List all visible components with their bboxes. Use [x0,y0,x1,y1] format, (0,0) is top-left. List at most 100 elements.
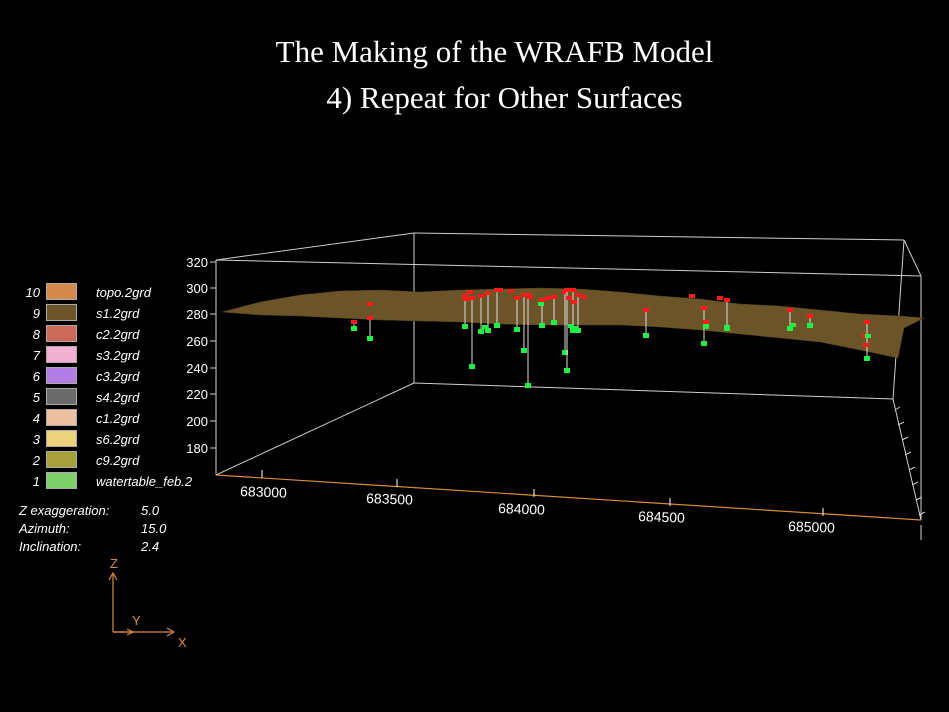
legend-item[interactable]: 10 topo.2grd [14,282,224,303]
legend-name: c2.2grd [96,327,140,342]
box-edge [215,232,415,261]
well-bottom-marker [865,334,871,338]
well-top-marker [508,289,514,293]
well-bottom-marker [478,329,484,334]
x-tick-label: 684500 [638,508,685,526]
well-top-marker [717,296,723,300]
y-tick [908,466,916,471]
well-top-marker [701,306,707,310]
legend-item[interactable]: 1 watertable_feb.2 [14,471,224,492]
well-bottom-marker [787,326,793,331]
well-top-marker [467,290,473,294]
compass-x-label: X [178,635,187,650]
well-bottom-marker [538,302,544,306]
front-axes [215,474,922,521]
well-top-marker [497,288,503,292]
z-tick-label: 300 [186,281,208,296]
legend-name: watertable_feb.2 [96,474,193,489]
legend-swatch [46,451,77,468]
well-bottom-marker [575,328,581,333]
azimuth-value: 15.0 [141,521,167,536]
legend-item[interactable]: 3 s6.2grd [14,429,224,450]
y-tick [904,451,912,456]
well-bottom-marker [525,383,531,388]
legend-index: 7 [32,348,40,363]
compass-z-arrow [108,571,118,581]
well-top-marker [581,295,587,299]
z-tick-label: 320 [186,255,208,270]
legend-name: c9.2grd [96,453,140,468]
legend-name: c3.2grd [96,369,140,384]
azimuth-label: Azimuth: [19,521,70,536]
well-top-marker [863,343,869,347]
well-bottom-marker [643,333,649,338]
z-axis: 320 300 280 260 240 220 200 180 [186,255,217,475]
legend-swatch [46,388,77,405]
legend-index: 8 [32,327,40,342]
z-tick-label: 200 [186,414,208,429]
well-bottom-marker [572,326,578,330]
well-top-marker [367,302,373,306]
y-tick [915,496,923,501]
z-exaggeration-value: 5.0 [141,503,160,518]
well-top-marker [643,308,649,312]
well-top-marker [566,296,572,300]
well-top-marker [539,298,545,302]
y-tick [911,481,919,486]
legend-item[interactable]: 2 c9.2grd [14,450,224,471]
well-bottom-marker [494,323,500,328]
compass-y-label: Y [132,613,141,628]
legend-item[interactable]: 9 s1.2grd [14,303,224,324]
well-bottom-marker [790,323,796,327]
box-edge [413,382,894,400]
well-top-marker [463,297,469,301]
x-tick-label: 684000 [498,500,545,518]
well-top-marker [570,288,576,292]
legend-swatch [46,346,77,363]
well-top-marker [864,320,870,324]
well-bottom-marker [485,328,491,333]
legend-item[interactable]: 4 c1.2grd [14,408,224,429]
z-tick-label: 180 [186,441,208,456]
well-top-marker [485,291,491,295]
legend-item[interactable]: 5 s4.2grd [14,387,224,408]
z-exaggeration-label: Z exaggeration: [19,503,110,518]
legend-index: 9 [32,306,40,321]
y-tick [918,511,926,516]
well-bottom-marker [564,368,570,373]
well-bottom-marker [482,325,488,329]
title-line-1: The Making of the WRAFB Model [275,34,714,69]
well-bottom-marker [807,323,813,328]
well-top-marker [367,316,373,320]
axis-compass [108,571,176,637]
legend-index: 1 [32,474,40,489]
legend-swatch [46,472,77,489]
z-tick-label: 240 [186,361,208,376]
well-top-marker [551,295,557,299]
x-tick-label: 683500 [366,490,413,508]
well-top-marker [571,300,577,304]
legend-name: s4.2grd [96,390,140,405]
well-bottom-marker [539,323,545,328]
z-tick-label: 260 [186,334,208,349]
y-tick [901,436,909,441]
well-top-marker [545,296,551,300]
well-bottom-marker [551,320,557,325]
legend-name: c1.2grd [96,411,140,426]
legend-swatch [46,367,77,384]
well-top-marker [703,320,709,324]
well-top-marker [724,298,730,302]
legend-name: topo.2grd [96,285,151,300]
legend-item[interactable]: 8 c2.2grd [14,324,224,345]
well-top-marker [521,293,527,297]
legend-index: 5 [32,390,40,405]
legend-index: 2 [32,453,40,468]
well-top-marker [689,294,695,298]
legend-item[interactable]: 7 s3.2grd [14,345,224,366]
legend-swatch [46,325,77,342]
x-axis: 683000 683500 684000 684500 685000 [240,470,835,536]
legend-item[interactable]: 6 c3.2grd [14,366,224,387]
legend-index: 4 [32,411,40,426]
box-edge [215,382,415,476]
